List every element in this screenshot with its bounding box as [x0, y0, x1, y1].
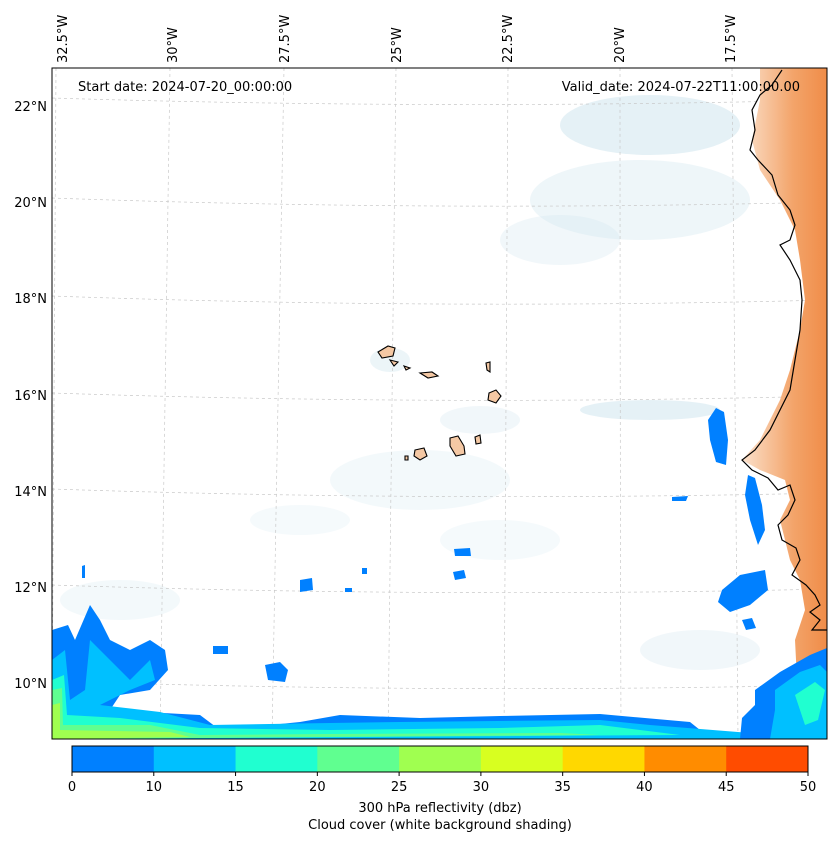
lat-tick-label: 22°N: [14, 100, 47, 115]
colorbar-label-line2: Cloud cover (white background shading): [308, 818, 572, 833]
africa-land: [742, 68, 827, 739]
colorbar-tick-label: 40: [636, 780, 653, 795]
lat-tick-label: 10°N: [14, 677, 47, 692]
colorbar-tick-label: 30: [473, 780, 490, 795]
valid-date-label: Valid_date: 2024-07-22T11:00:00.00: [562, 80, 800, 95]
colorbar-swatch: [644, 746, 727, 772]
colorbar-tick-label: 10: [146, 780, 163, 795]
lat-tick-label: 14°N: [14, 485, 47, 500]
colorbar-swatch: [562, 746, 645, 772]
lon-tick-label: 30°W: [166, 27, 181, 63]
reflectivity-shading: [52, 408, 827, 739]
colorbar-swatch: [399, 746, 482, 772]
colorbar-label-line1: 300 hPa reflectivity (dbz): [358, 801, 522, 816]
lon-tick-label: 22.5°W: [501, 15, 516, 63]
colorbar-tick-label: 15: [227, 780, 244, 795]
lon-tick-label: 27.5°W: [278, 15, 293, 63]
lon-tick-label: 20°W: [613, 27, 628, 63]
colorbar-frame: [71, 745, 809, 773]
lat-tick-label: 12°N: [14, 581, 47, 596]
colorbar-swatches: [72, 746, 809, 772]
colorbar-swatch: [153, 746, 237, 772]
africa-coastline: [741, 69, 827, 631]
colorbar-tick-label: 45: [718, 780, 735, 795]
lat-tick-label: 16°N: [14, 389, 47, 404]
colorbar-ticks: 0 10 15 20 25 30 35 40 45 50: [68, 772, 816, 795]
latitude-tick-labels: 22°N 20°N 18°N 16°N 14°N 12°N 10°N: [14, 100, 47, 692]
colorbar-swatch: [317, 746, 400, 772]
lon-tick-label: 32.5°W: [56, 15, 71, 63]
lon-tick-label: 17.5°W: [724, 15, 739, 63]
plot-frame: [51, 67, 828, 740]
colorbar-swatch: [72, 746, 155, 772]
colorbar-swatch: [480, 746, 564, 772]
start-date-label: Start date: 2024-07-20_00:00:00: [78, 80, 292, 95]
colorbar: 0 10 15 20 25 30 35 40 45 50: [68, 745, 816, 795]
lat-tick-label: 18°N: [14, 292, 47, 307]
colorbar-tick-label: 50: [800, 780, 817, 795]
colorbar-tick-label: 20: [309, 780, 326, 795]
colorbar-tick-label: 0: [68, 780, 76, 795]
colorbar-swatch: [726, 746, 809, 772]
gridlines: [52, 68, 827, 739]
lon-tick-label: 25°W: [390, 27, 405, 63]
longitude-tick-labels: 32.5°W 30°W 27.5°W 25°W 22.5°W 20°W 17.5…: [56, 15, 739, 63]
cape-verde-islands: [377, 345, 502, 461]
colorbar-tick-label: 25: [391, 780, 408, 795]
colorbar-swatch: [235, 746, 318, 772]
colorbar-tick-label: 35: [554, 780, 571, 795]
lat-tick-label: 20°N: [14, 196, 47, 211]
